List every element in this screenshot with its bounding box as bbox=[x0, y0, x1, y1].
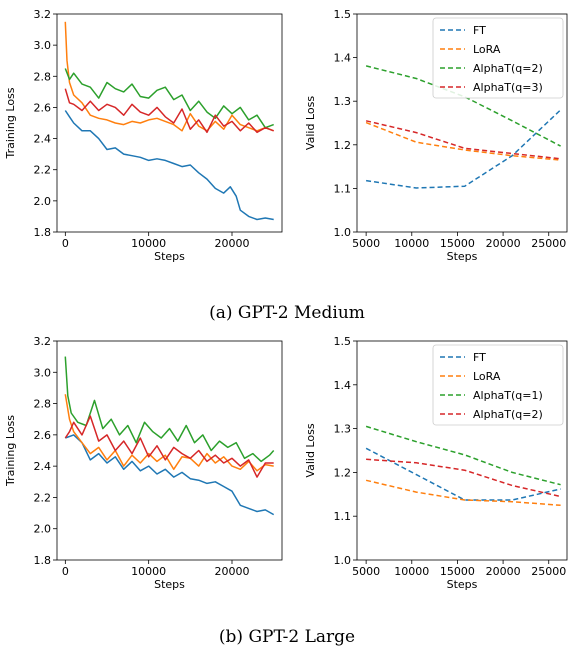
x-axis-label: Steps bbox=[447, 578, 478, 591]
chart-panel-1: 0 10000 20000 1.8 2.0 2.2 2.4 2.6 2.8 3.0 3.2 Steps… bbox=[4, 8, 283, 263]
y-tick-label: 2.6 bbox=[34, 429, 52, 442]
series-line-alphat-q-1- bbox=[365, 425, 561, 486]
x-tick-label: 10000 bbox=[131, 237, 166, 250]
y-tick-label: 3.2 bbox=[34, 335, 52, 348]
y-tick-label: 1.0 bbox=[334, 554, 352, 567]
series-line-4 bbox=[64, 88, 274, 134]
y-axis-label: Valid Loss bbox=[304, 423, 317, 477]
series-line-alphat-q-2- bbox=[366, 458, 561, 498]
y-axis-label: Training Loss bbox=[4, 87, 17, 159]
legend-box bbox=[432, 344, 564, 426]
x-axis-label: Steps bbox=[154, 578, 185, 591]
x-tick-label: 10000 bbox=[394, 237, 429, 250]
y-tick-label: 1.1 bbox=[334, 510, 352, 523]
x-tick-label: 5000 bbox=[352, 565, 380, 578]
y-tick-label: 1.0 bbox=[334, 226, 352, 239]
x-tick-label: 5000 bbox=[352, 237, 380, 250]
y-tick-label: 1.4 bbox=[334, 52, 352, 65]
caption-b: (b) GPT-2 Large bbox=[219, 627, 355, 647]
y-tick-label: 1.5 bbox=[334, 8, 352, 21]
series-line-1 bbox=[64, 110, 274, 221]
legend-label: AlphaT(q=1) bbox=[473, 389, 543, 402]
legend-label: AlphaT(q=2) bbox=[473, 408, 543, 421]
x-tick-label: 20000 bbox=[215, 565, 250, 578]
chart-panel-4: 5000 10000 15000 20000 25000 1.0 1.1 1.2 1.3 1.4 1… bbox=[304, 335, 568, 591]
series-line-3 bbox=[64, 356, 275, 463]
x-tick-label: 20000 bbox=[486, 565, 521, 578]
y-tick-label: 2.0 bbox=[34, 195, 52, 208]
legend: FT LoRA AlphaT(q=1) AlphaT(q=2) bbox=[432, 344, 564, 426]
series-line-alphat-q-2- bbox=[365, 65, 561, 147]
legend-label: LoRA bbox=[473, 43, 501, 56]
caption-a: (a) GPT-2 Medium bbox=[209, 303, 365, 323]
x-axis-label: Steps bbox=[154, 250, 185, 263]
x-tick-label: 25000 bbox=[531, 237, 566, 250]
series-line-ft bbox=[365, 109, 562, 189]
y-tick-label: 1.8 bbox=[34, 226, 52, 239]
chart-panel-2: 5000 10000 15000 20000 25000 1.0 1.1 1.2 1.3 1.4 1… bbox=[304, 8, 568, 263]
x-tick-label: 20000 bbox=[486, 237, 521, 250]
series-line-lora bbox=[365, 479, 561, 507]
y-tick-label: 3.2 bbox=[34, 8, 52, 21]
y-tick-label: 3.0 bbox=[34, 366, 52, 379]
x-tick-label: 15000 bbox=[440, 237, 475, 250]
x-tick-label: 10000 bbox=[394, 565, 429, 578]
series-line-1 bbox=[65, 434, 275, 516]
y-axis-label: Training Loss bbox=[4, 415, 17, 487]
x-tick-label: 20000 bbox=[215, 237, 250, 250]
y-tick-label: 1.2 bbox=[334, 139, 352, 152]
series-line-3 bbox=[64, 68, 274, 129]
series-line-ft bbox=[365, 447, 561, 501]
legend-box bbox=[432, 17, 564, 99]
legend-label: LoRA bbox=[473, 370, 501, 383]
y-tick-label: 2.2 bbox=[34, 491, 52, 504]
x-tick-label: 10000 bbox=[131, 565, 166, 578]
y-tick-label: 1.8 bbox=[34, 554, 52, 567]
legend-label: FT bbox=[473, 351, 486, 364]
plot-frame bbox=[356, 340, 568, 561]
y-tick-label: 2.0 bbox=[34, 523, 52, 536]
y-tick-label: 1.4 bbox=[334, 379, 352, 392]
y-tick-label: 2.2 bbox=[34, 164, 52, 177]
y-axis-label: Valid Loss bbox=[304, 96, 317, 150]
y-tick-label: 2.4 bbox=[34, 133, 52, 146]
legend-label: AlphaT(q=3) bbox=[473, 81, 543, 94]
y-tick-label: 1.3 bbox=[334, 95, 352, 108]
x-axis-label: Steps bbox=[447, 250, 478, 263]
x-tick-label: 0 bbox=[62, 237, 69, 250]
plot-frame bbox=[56, 340, 283, 561]
x-tick-label: 15000 bbox=[440, 565, 475, 578]
legend: FT LoRA AlphaT(q=2) AlphaT(q=3) bbox=[432, 17, 564, 99]
legend-label: AlphaT(q=2) bbox=[473, 62, 543, 75]
y-tick-label: 1.2 bbox=[334, 466, 352, 479]
chart-panel-3: 0 10000 20000 1.8 2.0 2.2 2.4 2.6 2.8 3.0 3.2 Steps… bbox=[4, 335, 283, 591]
x-tick-label: 0 bbox=[62, 565, 69, 578]
y-tick-label: 3.0 bbox=[34, 39, 52, 52]
y-tick-label: 2.8 bbox=[34, 70, 52, 83]
plot-frame bbox=[56, 13, 283, 233]
y-tick-label: 2.8 bbox=[34, 398, 52, 411]
series-line-2 bbox=[64, 21, 274, 132]
legend-label: FT bbox=[473, 24, 486, 37]
y-tick-label: 1.5 bbox=[334, 335, 352, 348]
series-line-2 bbox=[64, 394, 274, 472]
y-tick-label: 2.4 bbox=[34, 460, 52, 473]
y-tick-label: 1.1 bbox=[334, 182, 352, 195]
series-line-4 bbox=[64, 415, 274, 478]
series-line-alphat-q-3- bbox=[365, 120, 561, 160]
plot-frame bbox=[356, 13, 568, 233]
y-tick-label: 1.3 bbox=[334, 423, 352, 436]
series-line-lora bbox=[365, 121, 561, 161]
x-tick-label: 25000 bbox=[531, 565, 566, 578]
y-tick-label: 2.6 bbox=[34, 101, 52, 114]
chart-panels: 0 10000 20000 1.8 2.0 2.2 2.4 2.6 2.8 3.0 3.2 Steps… bbox=[4, 8, 568, 591]
